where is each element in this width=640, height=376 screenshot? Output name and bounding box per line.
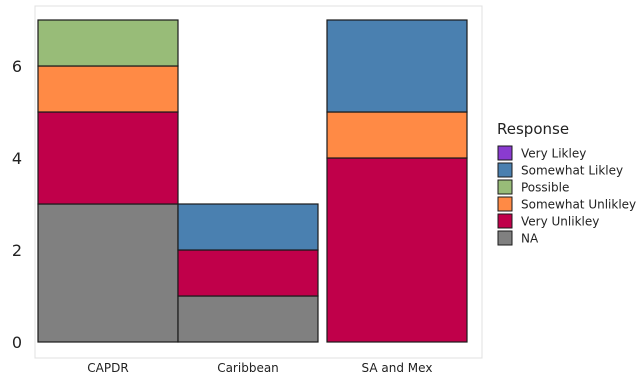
legend-title: Response	[497, 120, 569, 138]
legend-label-somewhat-unlikley: Somewhat Unlikley	[521, 198, 636, 212]
y-tick-label-4: 4	[12, 149, 22, 168]
x-tick-label-sa-and-mex: SA and Mex	[362, 361, 433, 375]
legend-label-somewhat-likley: Somewhat Likley	[521, 164, 623, 178]
legend-key-na	[497, 230, 513, 246]
legend-key-very-unlikley	[497, 213, 513, 229]
bar-sa-and-mex-very-unlikley	[326, 157, 468, 343]
bar-caribbean-very-unlikley	[177, 249, 319, 297]
legend-key-possible	[497, 179, 513, 195]
y-tick-label-2: 2	[12, 241, 22, 260]
x-tick-label-caribbean: Caribbean	[217, 361, 279, 375]
bar-caribbean-somewhat-likley	[177, 203, 319, 251]
legend: Response Very Likley Somewhat Likley Possi…	[497, 120, 636, 246]
x-axis-ticks: CAPDR Caribbean SA and Mex	[87, 361, 432, 375]
legend-label-very-unlikley: Very Unlikley	[521, 215, 599, 229]
legend-key-somewhat-unlikley	[497, 196, 513, 212]
bar-capdr-somewhat-unlikley	[37, 65, 179, 113]
bar-caribbean-na	[177, 295, 319, 343]
bar-capdr-na	[37, 203, 179, 343]
bar-capdr-very-unlikley	[37, 111, 179, 205]
bar-sa-and-mex-somewhat-unlikley	[326, 111, 468, 159]
legend-key-somewhat-likley	[497, 162, 513, 178]
y-tick-label-6: 6	[12, 57, 22, 76]
legend-label-na: NA	[521, 232, 539, 246]
bar-sa-and-mex-somewhat-likley	[326, 19, 468, 113]
bar-capdr-possible	[37, 19, 179, 67]
legend-key-very-likley	[497, 145, 513, 161]
y-axis-ticks: 0 2 4 6	[12, 57, 22, 352]
bars-group	[37, 19, 468, 343]
legend-label-very-likley: Very Likley	[521, 147, 586, 161]
legend-label-possible: Possible	[521, 181, 569, 195]
x-tick-label-capdr: CAPDR	[87, 361, 128, 375]
y-tick-label-0: 0	[12, 333, 22, 352]
